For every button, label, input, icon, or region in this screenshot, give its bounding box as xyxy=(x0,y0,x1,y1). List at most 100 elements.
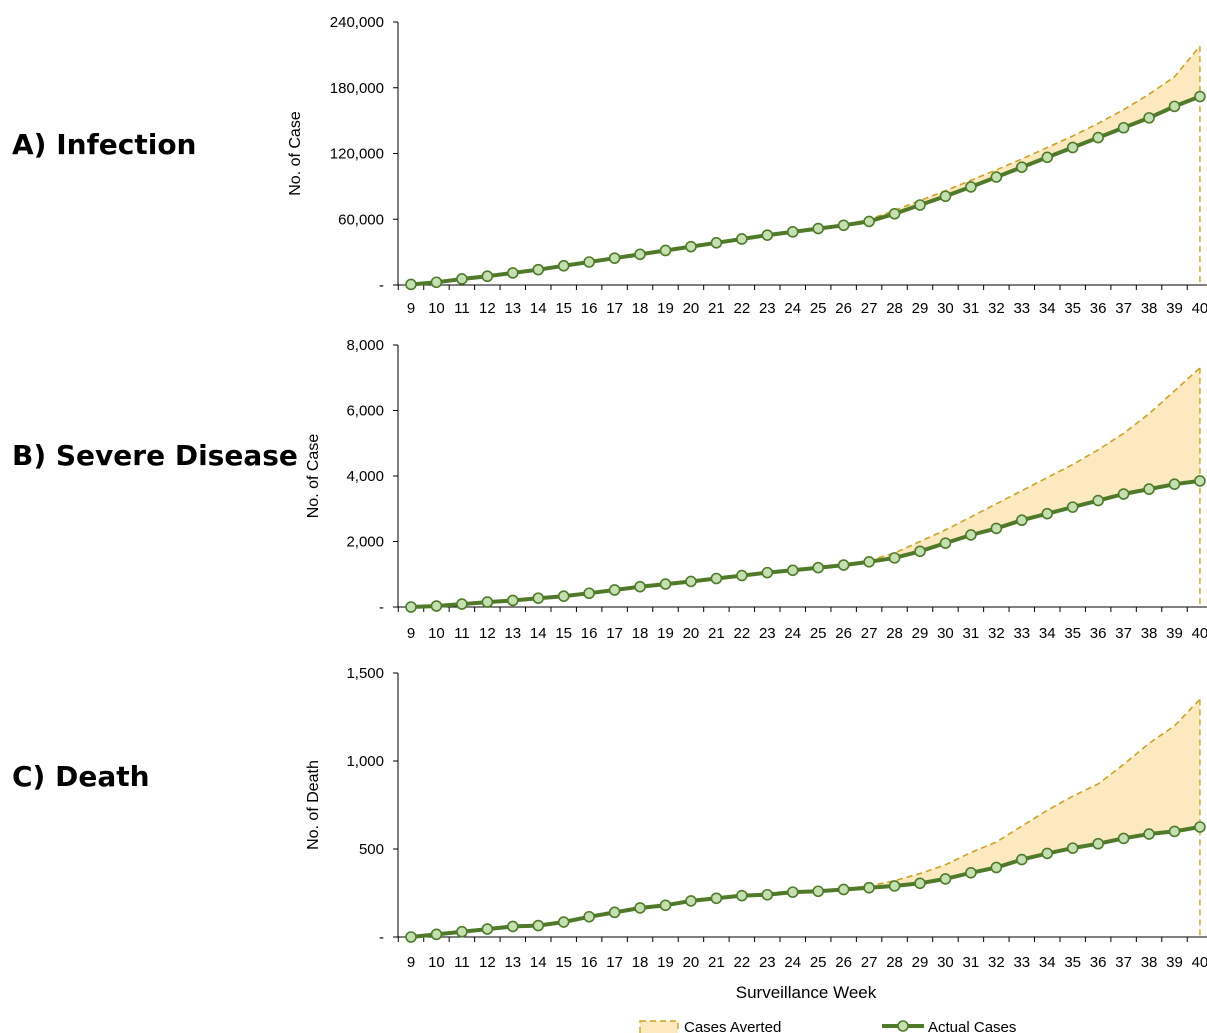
x-tick-label: 13 xyxy=(504,625,521,642)
x-tick-label: 37 xyxy=(1115,300,1132,317)
x-tick-label: 13 xyxy=(504,300,521,317)
x-tick-label: 16 xyxy=(581,954,598,971)
y-tick-label: 4,000 xyxy=(346,468,384,485)
x-tick-label: 14 xyxy=(530,300,547,317)
x-tick-label: 30 xyxy=(937,300,954,317)
x-tick-label: 11 xyxy=(454,954,470,971)
actual-point xyxy=(1015,853,1028,866)
y-axis-title: No. of Case xyxy=(287,111,304,196)
x-tick-label: 12 xyxy=(479,954,496,971)
actual-point xyxy=(1066,842,1079,854)
x-tick-label: 33 xyxy=(1013,300,1030,317)
x-tick-label: 18 xyxy=(632,625,649,642)
actual-point xyxy=(939,190,952,203)
x-tick-label: 28 xyxy=(886,300,903,317)
x-tick-label: 19 xyxy=(657,954,674,971)
x-tick-label: 36 xyxy=(1090,300,1107,317)
actual-point xyxy=(685,895,697,907)
actual-point xyxy=(1041,507,1054,520)
actual-point xyxy=(532,919,545,932)
actual-point xyxy=(405,931,417,943)
actual-point xyxy=(990,522,1003,535)
x-tick-label: 22 xyxy=(734,300,751,317)
actual-point xyxy=(659,578,672,590)
y-tick-label: 2,000 xyxy=(346,534,384,551)
x-tick-label: 37 xyxy=(1115,625,1132,642)
actual-point xyxy=(532,263,545,276)
actual-point xyxy=(939,873,952,885)
chart-panel-2: - 2,000 4,000 6,000 8,000 No. of Case 9 10 11 12 1… xyxy=(305,337,1207,642)
x-tick-label: 28 xyxy=(886,954,903,971)
x-tick-label: 34 xyxy=(1039,300,1056,317)
actual-point xyxy=(1117,488,1130,500)
actual-point xyxy=(456,925,468,938)
actual-point xyxy=(1168,825,1181,838)
actual-point xyxy=(1041,847,1054,860)
actual-point xyxy=(786,886,799,898)
actual-point xyxy=(863,556,875,568)
x-tick-label: 32 xyxy=(988,300,1005,317)
x-tick-label: 38 xyxy=(1141,300,1158,317)
averted-area xyxy=(411,46,1200,285)
actual-point xyxy=(685,240,697,253)
y-tick-label: 240,000 xyxy=(330,14,384,31)
x-tick-label: 30 xyxy=(937,625,954,642)
x-tick-label: 40 xyxy=(1192,300,1207,317)
x-tick-label: 30 xyxy=(937,954,954,971)
actual-point xyxy=(1015,161,1028,173)
x-tick-label: 31 xyxy=(963,625,980,642)
actual-point xyxy=(812,885,825,898)
x-tick-label: 14 xyxy=(530,954,547,971)
y-tick-label: 1,500 xyxy=(346,665,384,682)
actual-point xyxy=(990,861,1003,874)
x-tick-label: 25 xyxy=(810,625,827,642)
actual-point xyxy=(557,590,570,602)
chart-panel-1: - 60,000 120,000 180,000 240,000 No. of Case 9… xyxy=(287,14,1207,317)
x-tick-label: 36 xyxy=(1090,954,1107,971)
actual-point xyxy=(1041,151,1054,164)
actual-point xyxy=(532,592,545,604)
actual-point xyxy=(837,219,850,232)
x-tick-label: 37 xyxy=(1115,954,1132,971)
actual-point xyxy=(481,596,494,608)
x-tick-label: 15 xyxy=(555,625,572,642)
actual-point xyxy=(863,881,875,894)
actual-point xyxy=(761,566,774,579)
x-tick-label: 15 xyxy=(555,300,572,317)
x-tick-label: 40 xyxy=(1192,954,1207,971)
x-tick-label: 27 xyxy=(861,625,878,642)
legend-label-actual: Actual Cases xyxy=(928,1019,1016,1033)
x-tick-label: 27 xyxy=(861,954,878,971)
legend-swatch-averted xyxy=(639,1020,679,1033)
x-tick-label: 27 xyxy=(861,300,878,317)
legend: Cases Averted Actual Cases xyxy=(639,1019,1016,1033)
x-tick-label: 20 xyxy=(683,954,700,971)
actual-point xyxy=(888,552,901,564)
x-tick-label: 12 xyxy=(479,300,496,317)
actual-point xyxy=(939,537,952,549)
x-tick-label: 21 xyxy=(708,954,725,971)
x-tick-label: 31 xyxy=(963,300,980,317)
x-tick-label: 32 xyxy=(988,625,1005,642)
actual-point xyxy=(1143,112,1155,124)
actual-point xyxy=(914,877,926,890)
x-tick-label: 17 xyxy=(606,625,623,642)
actual-point xyxy=(736,233,748,245)
x-tick-label: 9 xyxy=(407,625,415,642)
y-axis-title: No. of Case xyxy=(305,434,322,519)
y-tick-label: 60,000 xyxy=(338,211,384,228)
actual-point xyxy=(557,260,570,272)
x-tick-label: 19 xyxy=(657,625,674,642)
x-tick-label: 9 xyxy=(407,300,415,317)
x-tick-label: 12 xyxy=(479,625,496,642)
x-tick-label: 13 xyxy=(504,954,521,971)
x-tick-label: 14 xyxy=(530,625,547,642)
legend-swatch-actual-point xyxy=(897,1020,909,1032)
averted-line xyxy=(410,45,1201,286)
actual-point xyxy=(634,248,646,261)
x-tick-label: 24 xyxy=(784,954,801,971)
actual-point xyxy=(1194,475,1206,487)
actual-point xyxy=(863,215,875,228)
actual-point xyxy=(557,916,570,928)
